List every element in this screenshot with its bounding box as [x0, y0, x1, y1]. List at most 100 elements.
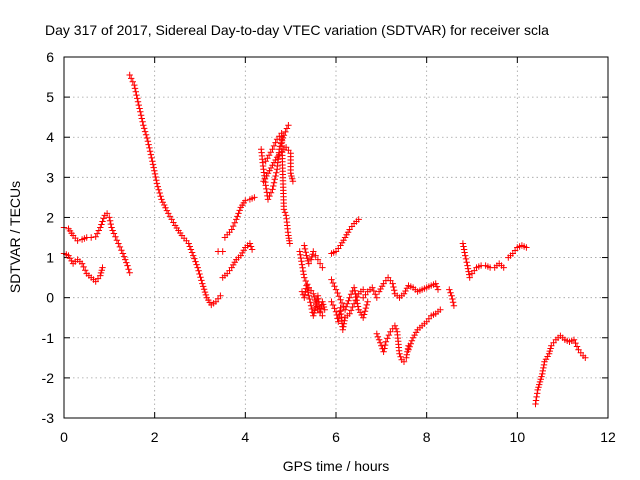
data-point [466, 274, 473, 281]
data-point [328, 276, 335, 283]
data-point [308, 305, 315, 313]
data-point [139, 118, 146, 125]
data-point [374, 333, 382, 340]
data-point [346, 310, 353, 317]
data-point [373, 330, 380, 337]
data-point [187, 246, 195, 253]
data-point [251, 194, 258, 201]
y-tick-label: 2 [46, 209, 54, 225]
data-point [159, 199, 166, 206]
data-point [304, 281, 311, 288]
data-point [170, 219, 177, 226]
data-point [310, 290, 317, 297]
data-point [273, 169, 280, 176]
data-point [161, 201, 168, 209]
data-point [355, 306, 362, 313]
data-point [350, 284, 358, 291]
data-point [99, 218, 106, 225]
data-point [309, 251, 316, 258]
data-point [329, 301, 337, 309]
data-point [148, 154, 155, 162]
data-point [369, 284, 376, 291]
data-point [262, 182, 269, 189]
data-point [142, 131, 150, 138]
data-point [346, 294, 353, 301]
data-point [319, 312, 326, 319]
data-point [540, 364, 547, 372]
data-point [312, 252, 319, 259]
data-point [301, 242, 308, 249]
data-point [200, 286, 208, 293]
data-point [341, 306, 349, 313]
data-point [282, 128, 289, 136]
data-point [341, 234, 349, 241]
data-point [434, 286, 442, 293]
data-point [299, 267, 307, 275]
data-point [240, 247, 247, 254]
y-tick-label: 5 [46, 89, 54, 105]
data-point [319, 298, 326, 305]
data-point [300, 271, 307, 278]
data-point [270, 182, 277, 190]
data-point [308, 253, 315, 261]
data-point [305, 260, 312, 267]
data-point [448, 292, 455, 299]
data-point [157, 193, 164, 200]
data-point [134, 95, 141, 102]
data-point [360, 314, 367, 321]
data-point [288, 172, 295, 180]
data-point [381, 345, 388, 352]
data-point [98, 267, 105, 274]
data-point [110, 230, 118, 237]
data-point [269, 186, 276, 193]
data-point [92, 233, 99, 240]
x-tick-label: 8 [423, 429, 431, 445]
x-tick-label: 0 [60, 429, 68, 445]
x-tick-label: 4 [241, 429, 249, 445]
data-point [151, 170, 159, 178]
data-point [165, 210, 172, 217]
plot-frame [63, 56, 609, 419]
data-point [572, 339, 579, 347]
data-point [122, 256, 129, 263]
data-point [163, 207, 171, 214]
data-point [544, 353, 551, 360]
data-point [126, 269, 133, 276]
data-point [449, 299, 457, 306]
data-point [332, 286, 340, 293]
data-point [354, 300, 361, 307]
data-point [378, 283, 386, 290]
x-tick-label: 2 [151, 429, 159, 445]
data-point [133, 91, 140, 99]
y-tick-label: -2 [42, 370, 55, 386]
data-point [162, 204, 169, 211]
data-points [60, 71, 589, 408]
data-point [134, 98, 142, 105]
data-point [539, 367, 546, 375]
data-point [320, 303, 328, 311]
data-point [156, 189, 163, 197]
data-point [461, 249, 468, 256]
x-tick-label: 6 [332, 429, 340, 445]
data-point [311, 307, 318, 314]
data-point [265, 152, 273, 159]
data-point [378, 342, 385, 349]
data-point [462, 255, 470, 263]
data-point [465, 268, 472, 275]
data-point [328, 298, 335, 305]
data-point [331, 283, 338, 290]
data-point [407, 340, 414, 347]
data-point [299, 264, 306, 271]
data-point [447, 289, 454, 296]
data-point [147, 151, 155, 158]
data-point [329, 279, 337, 287]
data-point [151, 167, 158, 174]
data-point [409, 334, 417, 341]
data-point [285, 122, 292, 129]
data-point [307, 302, 315, 309]
data-point [338, 299, 346, 307]
y-tick-label: -3 [42, 410, 55, 426]
data-point [321, 306, 328, 313]
data-point [500, 264, 507, 271]
